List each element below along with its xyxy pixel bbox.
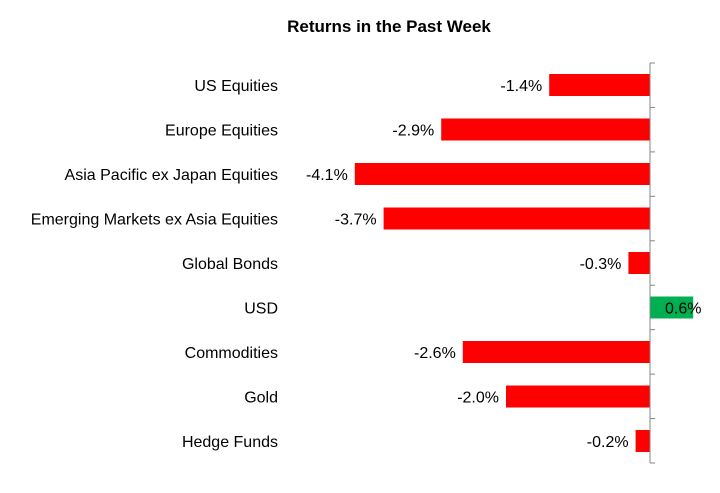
bar-europe-equities (441, 118, 650, 141)
value-label-global-bonds: -0.3% (580, 256, 622, 273)
bar-us-equities (549, 74, 650, 96)
value-label-europe-equities: -2.9% (392, 123, 434, 140)
bars-layer (354, 74, 694, 452)
bar-global-bonds (628, 252, 650, 274)
value-label-usd: 0.6% (665, 301, 701, 318)
category-label-gold: Gold (244, 390, 278, 407)
category-label-usd: USD (244, 301, 278, 318)
value-label-commodities: -2.6% (414, 345, 456, 362)
category-label-us-equities: US Equities (194, 78, 278, 95)
category-label-emerging-markets-ex-asia-equities: Emerging Markets ex Asia Equities (31, 212, 278, 229)
category-label-global-bonds: Global Bonds (182, 256, 278, 273)
value-label-emerging-markets-ex-asia-equities: -3.7% (335, 212, 377, 229)
bar-commodities (462, 341, 650, 363)
category-label-commodities: Commodities (185, 345, 278, 362)
bar-emerging-markets-ex-asia-equities (383, 207, 650, 230)
bar-hedge-funds (635, 430, 650, 452)
category-label-europe-equities: Europe Equities (165, 123, 278, 140)
labels-layer: US Equities -1.4% Europe Equities -2.9% Asia… (31, 78, 702, 451)
value-label-us-equities: -1.4% (500, 78, 542, 95)
category-label-hedge-funds: Hedge Funds (182, 434, 278, 451)
bar-usd (650, 296, 694, 319)
category-label-asia-pacific-ex-japan-equities: Asia Pacific ex Japan Equities (65, 167, 278, 184)
value-label-gold: -2.0% (457, 390, 499, 407)
chart-title: Returns in the Past Week (287, 17, 491, 36)
bar-gold (506, 385, 650, 408)
value-label-hedge-funds: -0.2% (587, 434, 629, 451)
value-label-asia-pacific-ex-japan-equities: -4.1% (306, 167, 348, 184)
axis-layer (649, 62, 655, 464)
bar-asia-pacific-ex-japan-equities (354, 163, 650, 185)
